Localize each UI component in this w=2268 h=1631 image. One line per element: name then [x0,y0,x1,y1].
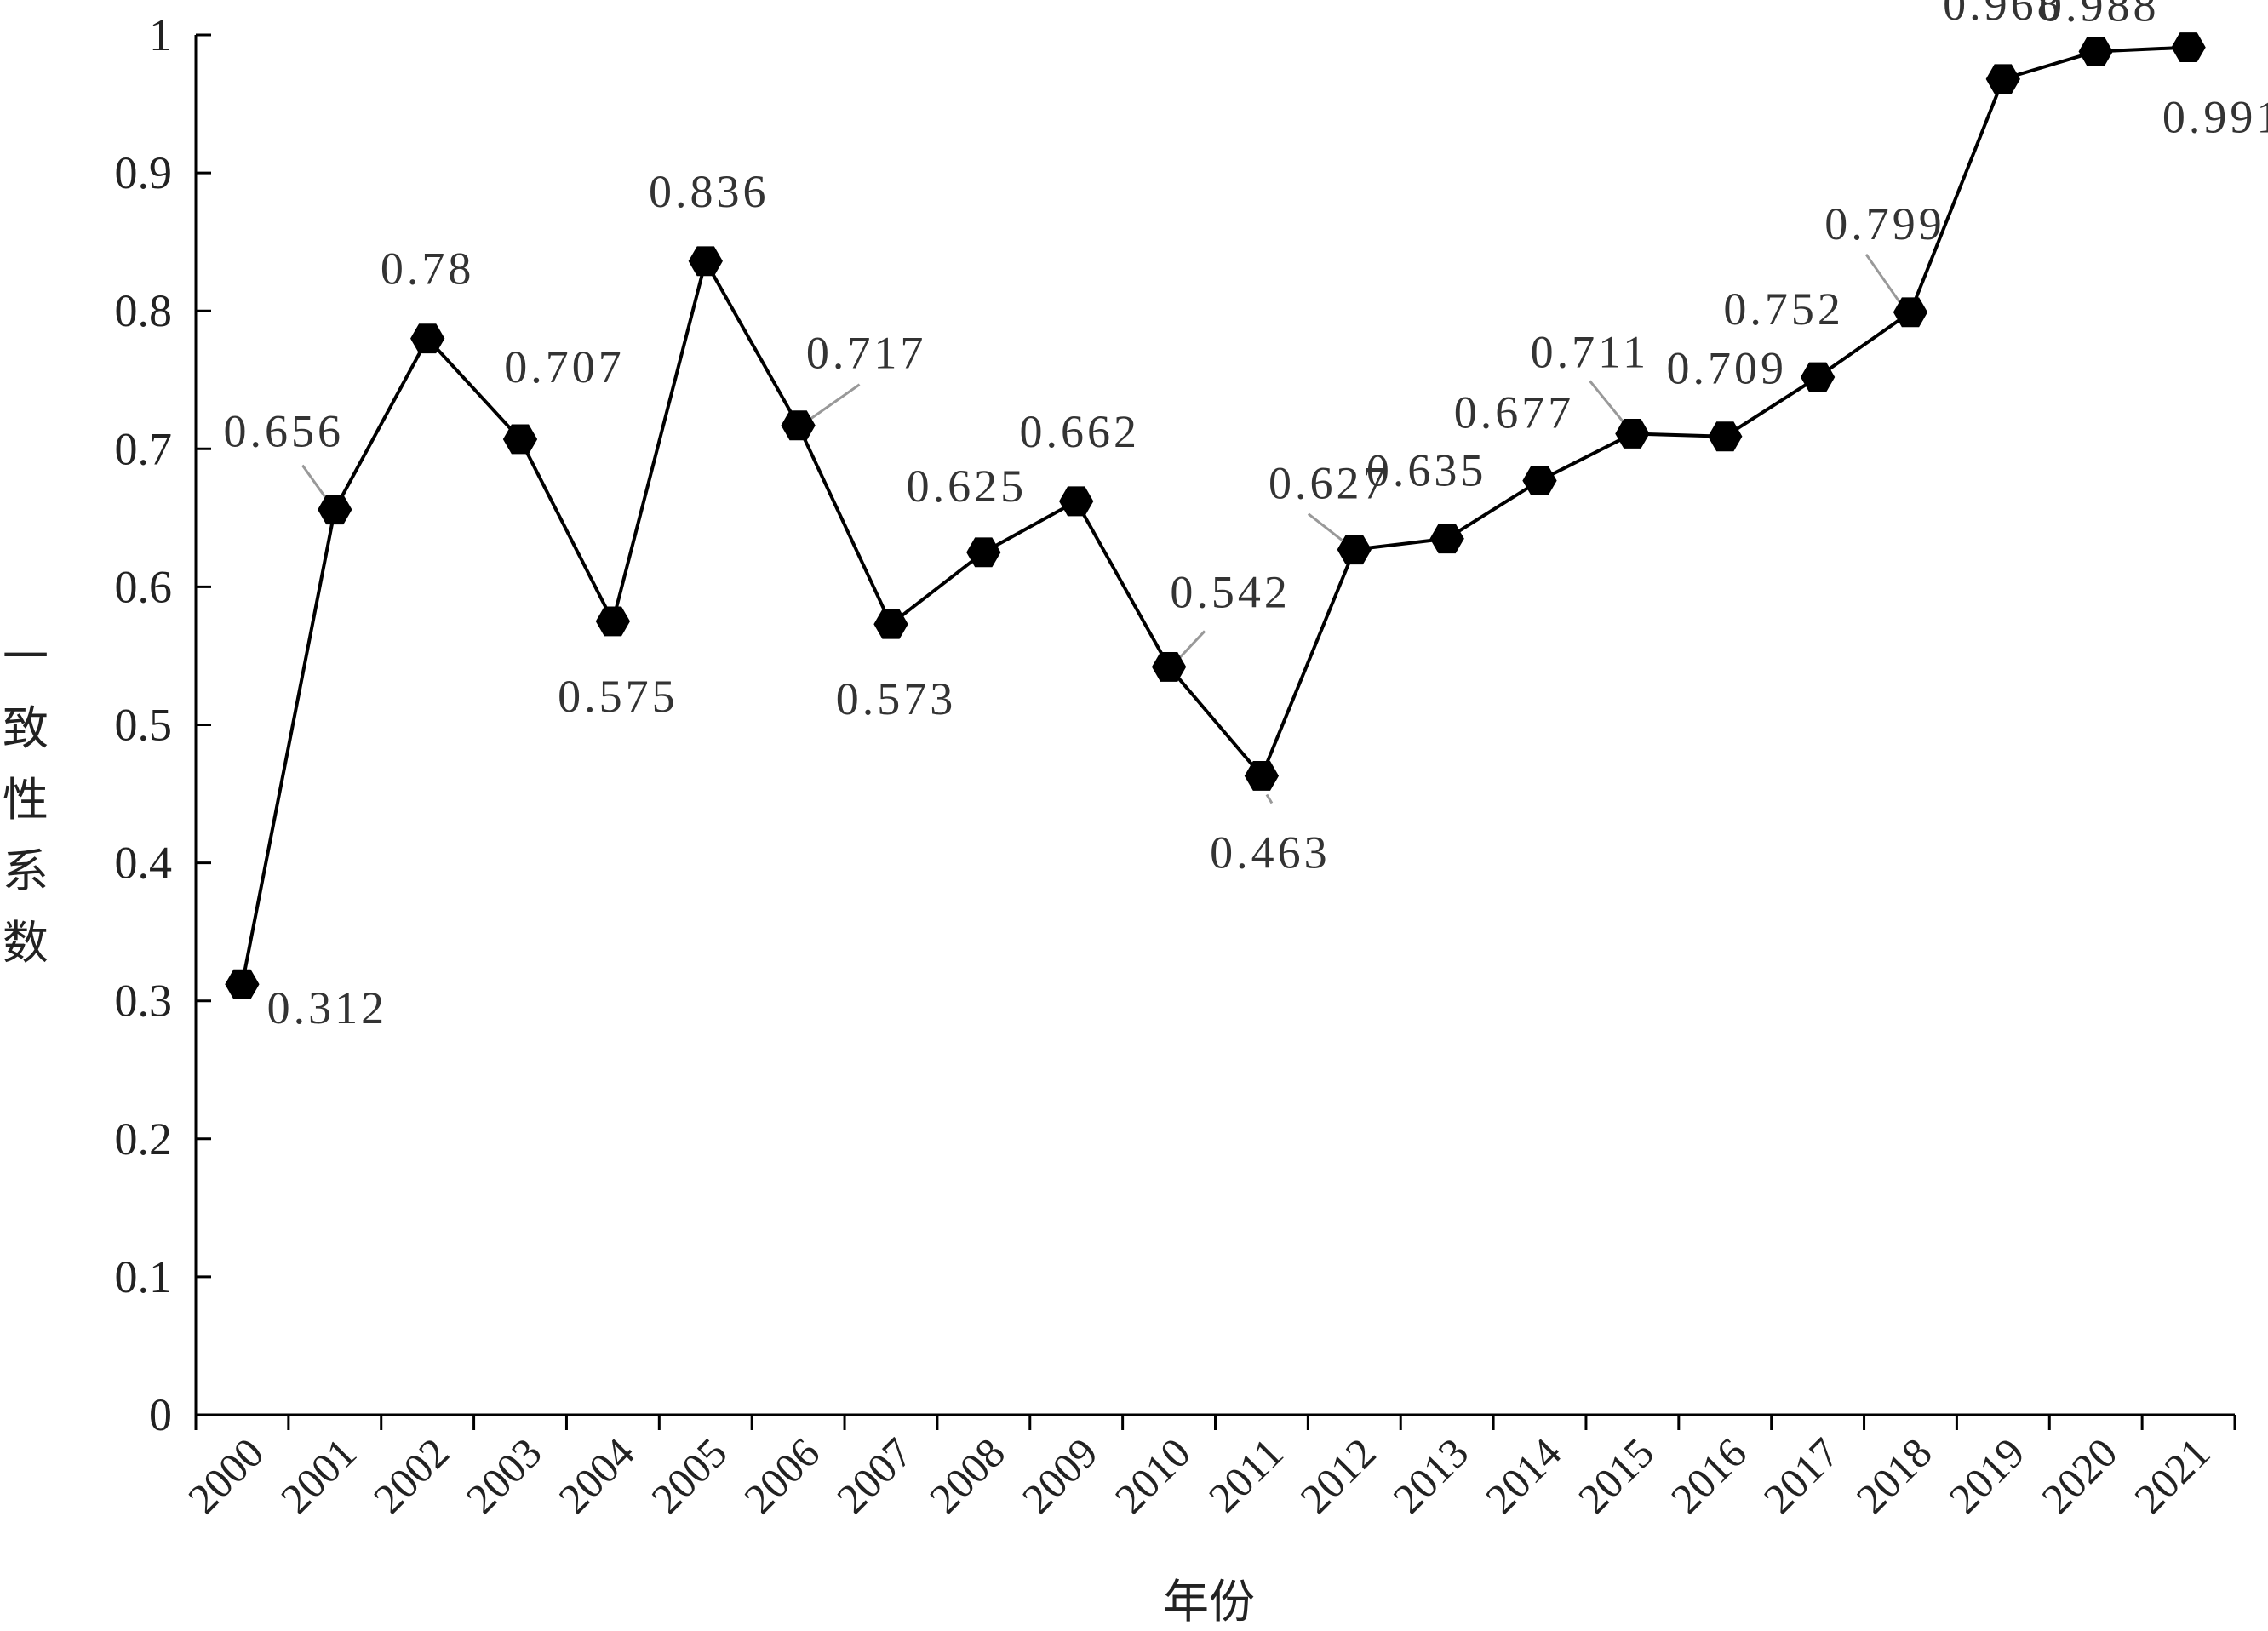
data-marker [1522,466,1557,495]
x-tick-label: 2013 [1383,1428,1477,1522]
data-marker [781,410,816,441]
data-label: 0.709 [1667,343,1788,394]
y-tick-label: 0.9 [115,147,173,198]
data-marker [595,606,631,637]
x-tick-label: 2007 [828,1428,921,1522]
x-tick-label: 2017 [1755,1428,1848,1522]
data-label: 0.78 [381,243,475,295]
x-tick-label: 2016 [1662,1428,1755,1522]
x-tick-label: 2008 [920,1428,1014,1522]
x-tick-label: 2002 [364,1428,458,1522]
y-axis-title-char: 致 [3,703,49,754]
data-label: 0.717 [806,328,927,379]
y-tick-label: 0 [149,1389,172,1440]
data-marker [318,495,352,525]
x-tick-label: 2003 [456,1428,550,1522]
data-label: 0.991 [2162,92,2268,143]
data-label: 0.662 [1019,406,1140,457]
data-label: 0.627 [1269,458,1389,509]
data-label: 0.836 [649,166,770,217]
y-axis-title-char: 性 [3,775,49,826]
data-marker [1615,419,1650,449]
data-markers [225,32,2206,999]
data-marker [1985,64,2020,94]
x-tick-label: 2004 [549,1428,643,1522]
leader-line [1307,512,1349,546]
data-label: 0.707 [504,341,625,392]
leader-line [301,464,329,502]
y-tick-label: 0.6 [115,561,173,612]
x-tick-label: 2009 [1013,1428,1107,1522]
data-marker [1708,421,1743,452]
leader-line [1589,380,1629,428]
x-tick-label: 2021 [2125,1428,2219,1522]
data-marker [1893,297,1928,328]
data-label: 0.573 [836,673,957,724]
data-label: 0.988 [2039,0,2160,31]
data-label: 0.656 [224,406,345,457]
data-marker [688,246,723,277]
leader-line [1864,253,1904,306]
x-tick-label: 2006 [735,1428,828,1522]
data-label: 0.635 [1366,445,1487,496]
x-tick-label: 2012 [1291,1428,1384,1522]
data-label: 0.799 [1824,198,1945,249]
data-label: 0.711 [1531,326,1650,377]
data-marker [2171,32,2206,62]
data-marker [502,424,538,455]
data-label: 0.625 [907,461,1028,512]
x-tick-label: 2014 [1476,1428,1570,1522]
data-label: 0.968 [1943,0,2064,30]
y-axis-title-char: 数 [3,918,49,969]
leader-line [1265,793,1274,804]
data-marker [1244,761,1280,791]
x-axis-title: 年份 [1163,1577,1255,1628]
x-tick-label: 2011 [1200,1428,1292,1521]
data-marker [1337,535,1372,565]
data-marker [873,609,908,639]
leader-line [807,383,861,421]
y-tick-label: 0.8 [115,285,173,336]
data-label: 0.575 [558,671,679,722]
y-tick-label: 0.4 [115,838,173,889]
y-axis-title-char: 一 [3,632,49,683]
y-tick-label: 0.3 [115,976,173,1027]
x-tick-label: 2020 [2032,1428,2126,1522]
leader-lines [301,253,1904,804]
x-tick-label: 2001 [272,1428,365,1522]
data-marker [1429,524,1464,554]
series-line [240,45,2189,985]
leader-line [1176,630,1206,661]
data-label: 0.312 [267,982,388,1033]
x-tick-label: 2010 [1106,1428,1200,1522]
x-tick-label: 2005 [642,1428,736,1522]
series-line-layer [240,45,2189,985]
x-tick-label: 2018 [1847,1428,1940,1522]
data-marker [1151,652,1187,682]
y-axis-title-char: 系 [3,846,49,897]
x-tick-label: 2000 [179,1428,272,1522]
y-tick-label: 0.7 [115,423,173,474]
data-label: 0.463 [1210,827,1331,878]
y-tick-label: 0.1 [115,1251,173,1302]
y-tick-label: 0.5 [115,700,173,751]
data-marker [1800,362,1836,392]
data-marker [225,969,260,999]
data-label: 0.677 [1454,387,1575,438]
data-marker [966,537,1001,568]
y-tick-label: 0.2 [115,1113,173,1165]
data-marker [2078,37,2113,66]
x-tick-label: 2019 [1939,1428,2033,1522]
x-tick-label: 2015 [1569,1428,1663,1522]
y-tick-label: 1 [149,9,172,60]
data-label: 0.752 [1723,283,1844,335]
data-marker [410,323,445,354]
data-labels: 0.312 0.656 0.78 0.707 0.575 0.836 0.717 0.573 0… [224,0,2268,1033]
data-marker [1059,486,1094,517]
data-label: 0.542 [1170,566,1291,617]
